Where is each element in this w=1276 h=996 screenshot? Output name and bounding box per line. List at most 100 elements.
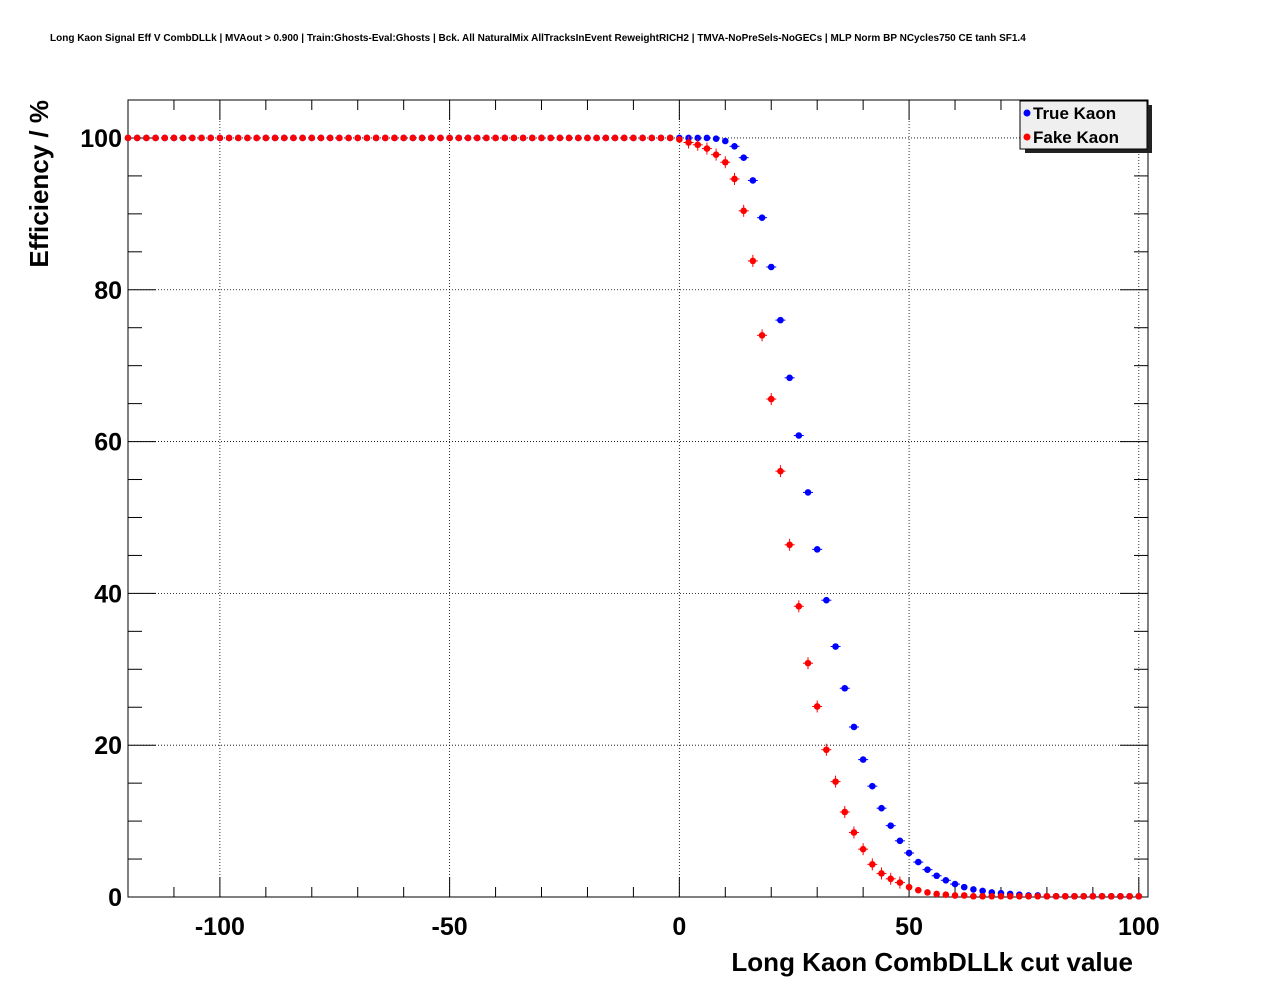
- data-point: [437, 134, 444, 142]
- data-point: [767, 395, 775, 403]
- data-point: [740, 207, 747, 215]
- data-point: [170, 134, 178, 142]
- data-point: [529, 134, 536, 142]
- data-point: [767, 263, 775, 271]
- data-point: [721, 158, 729, 166]
- data-point: [1098, 892, 1106, 900]
- data-point: [317, 134, 325, 142]
- data-point: [924, 889, 931, 896]
- data-point: [216, 134, 224, 142]
- data-point: [859, 756, 867, 763]
- data-point: [345, 134, 352, 142]
- x-tick-label: 50: [895, 913, 923, 941]
- data-point: [556, 134, 564, 142]
- data-point: [492, 134, 499, 142]
- data-point: [914, 886, 922, 894]
- grid: [128, 100, 1148, 898]
- x-tick-label: -50: [432, 913, 468, 941]
- x-tick-label: 0: [672, 913, 686, 941]
- series-layer: [124, 134, 1143, 900]
- data-point: [887, 822, 895, 829]
- data-point: [124, 134, 132, 142]
- data-point: [510, 134, 518, 142]
- data-point: [225, 134, 233, 142]
- data-point: [933, 890, 940, 898]
- data-point: [198, 134, 205, 142]
- y-tick-label: 0: [108, 884, 122, 912]
- data-point: [841, 684, 849, 692]
- data-point: [1006, 892, 1014, 900]
- data-point: [538, 134, 545, 142]
- data-point: [584, 134, 591, 142]
- legend-label-fake-kaon: Fake Kaon: [1033, 128, 1119, 147]
- data-point: [1052, 892, 1060, 900]
- data-point: [685, 139, 692, 146]
- data-point: [381, 134, 389, 142]
- data-point: [271, 134, 279, 142]
- data-point: [731, 143, 738, 150]
- data-point: [924, 866, 931, 873]
- data-point: [253, 134, 260, 142]
- data-point: [942, 891, 950, 899]
- data-point: [207, 134, 215, 142]
- data-point: [942, 877, 950, 884]
- data-point: [299, 134, 306, 142]
- y-tick-label: 20: [94, 732, 122, 760]
- data-point: [179, 134, 187, 142]
- data-point: [749, 257, 757, 265]
- x-axis-label: Long Kaon CombDLLk cut value: [731, 947, 1133, 977]
- y-tick-label: 60: [94, 429, 122, 457]
- data-point: [1080, 892, 1087, 900]
- y-tick-label: 100: [80, 125, 122, 153]
- data-point: [1135, 892, 1143, 900]
- data-point: [758, 214, 766, 221]
- data-point: [712, 135, 720, 143]
- data-point: [244, 134, 251, 142]
- data-point: [951, 880, 959, 888]
- data-point: [464, 134, 472, 142]
- y-tick-label: 40: [94, 580, 122, 608]
- data-point: [786, 374, 793, 382]
- x-tick-label: -100: [195, 913, 245, 941]
- data-point: [143, 134, 150, 142]
- data-point: [694, 141, 702, 149]
- axis-ticks: [127, 99, 1148, 898]
- data-point: [639, 134, 646, 142]
- data-point: [795, 432, 803, 439]
- y-tick-label: 80: [94, 277, 122, 305]
- data-point: [1025, 892, 1032, 900]
- data-point: [611, 134, 619, 142]
- data-point: [308, 134, 316, 142]
- data-point: [1043, 892, 1051, 900]
- data-point: [997, 892, 1005, 900]
- data-point: [749, 177, 757, 184]
- data-point: [979, 887, 986, 895]
- legend-marker-fake-kaon: [1023, 133, 1031, 141]
- data-point: [519, 134, 527, 142]
- data-point: [777, 316, 784, 324]
- data-point: [841, 808, 849, 816]
- data-point: [363, 134, 371, 142]
- x-tick-label: 100: [1118, 913, 1160, 941]
- data-point: [988, 892, 996, 900]
- data-point: [427, 134, 435, 142]
- data-point: [574, 134, 582, 142]
- legend-box: [1019, 100, 1148, 150]
- data-point: [933, 872, 940, 880]
- data-point: [914, 858, 922, 866]
- data-point: [970, 892, 977, 900]
- data-point: [602, 134, 610, 142]
- tick-labels: -100 -50 0 50 100 0 20 40 60 80 100: [80, 125, 1159, 941]
- legend: True Kaon Fake Kaon: [1019, 100, 1152, 153]
- data-point: [372, 134, 380, 142]
- data-point: [832, 643, 839, 650]
- data-point: [896, 879, 904, 886]
- data-point: [1071, 892, 1078, 900]
- data-point: [547, 134, 555, 142]
- data-point: [133, 134, 141, 142]
- plot-frame: [127, 99, 1149, 898]
- data-point: [905, 849, 913, 857]
- data-point: [1061, 892, 1069, 900]
- data-point: [832, 778, 839, 785]
- data-point: [152, 134, 159, 142]
